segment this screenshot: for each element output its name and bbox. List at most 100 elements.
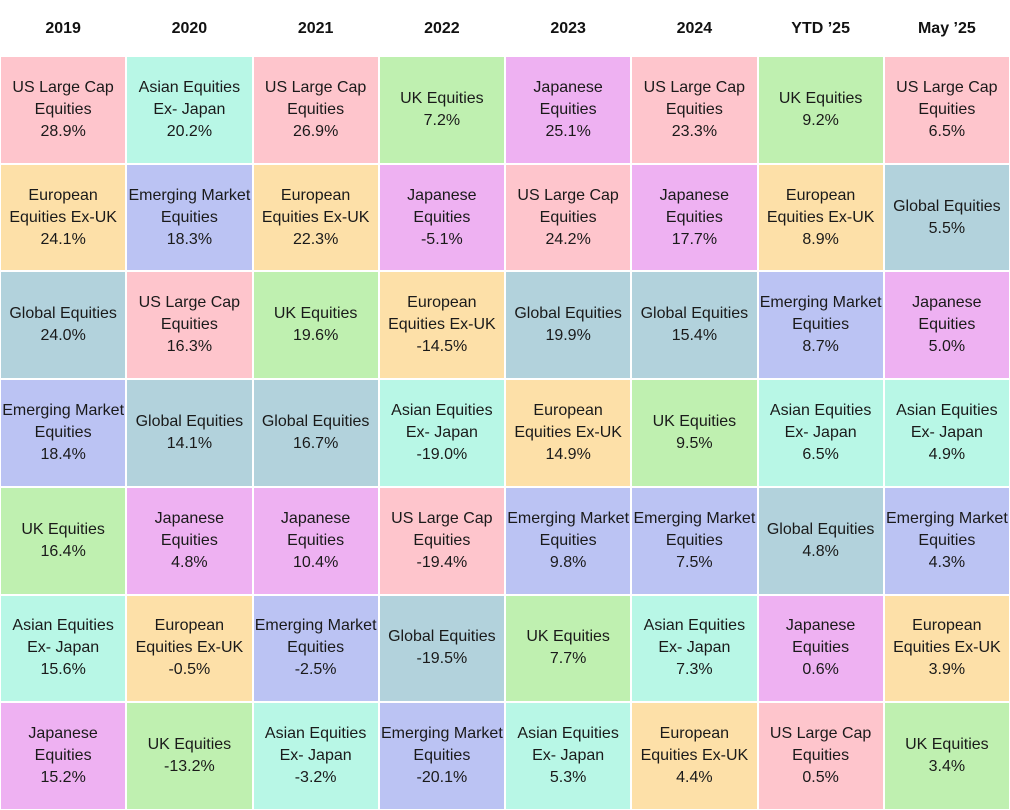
cell: Japanese Equities -5.1%: [379, 164, 504, 271]
asset-label: Emerging Market: [128, 186, 251, 204]
cell: US Large Cap Equities 6.5%: [884, 57, 1009, 163]
return-value: -19.0%: [416, 445, 468, 463]
asset-label: Asian Equities: [264, 725, 367, 743]
asset-label: Equities Ex-UK: [135, 639, 244, 657]
cell: Emerging Market Equities 18.3%: [127, 164, 252, 271]
return-value: 5.3%: [549, 769, 587, 787]
return-value: 16.7%: [292, 434, 339, 452]
return-value: -19.4%: [416, 553, 468, 571]
asset-label: European: [280, 186, 351, 204]
asset-label: Emerging Market: [507, 509, 630, 527]
cell: Japanese Equities 17.7%: [632, 164, 757, 271]
asset-label: Equities Ex-UK: [261, 208, 370, 226]
asset-label: Equities: [539, 531, 597, 549]
cell: Asian Equities Ex- Japan -3.2%: [253, 703, 378, 809]
asset-label: Equities: [34, 747, 92, 765]
return-value: 5.5%: [928, 219, 966, 237]
asset-label: US Large Cap: [769, 725, 872, 743]
asset-label: Equities: [287, 639, 345, 657]
asset-label: Equities: [918, 100, 976, 118]
asset-label: European: [659, 725, 730, 743]
return-value: 24.0%: [40, 327, 86, 345]
cell: Asian Equities Ex- Japan 20.2%: [127, 57, 252, 163]
cell: Global Equities 24.0%: [1, 272, 126, 379]
asset-label: Equities: [287, 531, 345, 549]
asset-label: Global Equities: [135, 412, 244, 430]
asset-label: Ex- Japan: [279, 747, 352, 765]
cell: UK Equities 16.4%: [1, 487, 126, 594]
cell: Emerging Market Equities 8.7%: [758, 272, 883, 379]
asset-label: Ex- Japan: [27, 639, 100, 657]
cell: UK Equities 7.2%: [379, 57, 504, 163]
cell: Asian Equities Ex- Japan 6.5%: [758, 380, 883, 486]
cell: US Large Cap Equities 16.3%: [127, 272, 252, 379]
asset-label: UK Equities: [778, 89, 863, 107]
asset-label: Global Equities: [514, 305, 622, 323]
return-value: 22.3%: [292, 230, 339, 248]
return-value: 4.9%: [928, 445, 966, 463]
return-value: 0.6%: [802, 661, 839, 679]
column-header: 2021: [297, 20, 334, 37]
return-value: -3.2%: [294, 769, 337, 787]
cell: UK Equities 19.6%: [253, 272, 378, 379]
asset-label: US Large Cap: [12, 78, 114, 96]
return-value: 7.5%: [676, 553, 713, 571]
asset-label: Equities: [539, 100, 597, 118]
asset-label: Emerging Market: [885, 509, 1008, 527]
cell: Emerging Market Equities -20.1%: [379, 703, 504, 809]
cell: Asian Equities Ex- Japan 5.3%: [506, 703, 631, 809]
cell: UK Equities 3.4%: [884, 703, 1009, 809]
return-value: -19.5%: [416, 650, 468, 668]
return-value: 17.7%: [671, 230, 718, 248]
cell: UK Equities -13.2%: [127, 703, 252, 809]
return-value: 5.0%: [928, 338, 966, 356]
asset-label: Equities Ex-UK: [640, 747, 749, 765]
cell: Japanese Equities 15.2%: [1, 703, 126, 809]
asset-label: US Large Cap: [896, 78, 998, 96]
cell: Emerging Market Equities 9.8%: [506, 487, 631, 594]
asset-label: Asian Equities: [769, 401, 872, 419]
cell: Japanese Equities 25.1%: [506, 57, 631, 163]
asset-label: Equities: [413, 531, 471, 549]
return-value: 26.9%: [292, 122, 339, 140]
cell: US Large Cap Equities 0.5%: [758, 703, 883, 809]
return-value: 28.9%: [40, 122, 86, 140]
asset-label: European: [533, 401, 603, 419]
asset-label: Japanese: [533, 78, 603, 96]
asset-label: Equities: [792, 747, 850, 765]
cell: UK Equities 7.7%: [506, 595, 631, 702]
return-value: 4.8%: [802, 542, 839, 560]
asset-label: UK Equities: [652, 412, 737, 430]
return-value: 25.1%: [545, 122, 591, 140]
asset-label: Equities Ex-UK: [766, 208, 875, 226]
asset-label: European: [407, 294, 477, 312]
return-value: 19.6%: [292, 327, 339, 345]
cell: Emerging Market Equities 18.4%: [1, 380, 126, 486]
cell: Japanese Equities 4.8%: [127, 487, 252, 594]
cell: Asian Equities Ex- Japan 4.9%: [884, 380, 1009, 486]
return-value: 23.3%: [671, 122, 718, 140]
asset-label: US Large Cap: [643, 78, 746, 96]
asset-label: European: [785, 186, 856, 204]
asset-label: Equities: [160, 316, 218, 334]
return-value: -0.5%: [168, 661, 211, 679]
asset-label: Equities: [918, 531, 976, 549]
return-value: 4.4%: [676, 769, 713, 787]
asset-label: US Large Cap: [517, 186, 619, 204]
asset-label: UK Equities: [400, 89, 484, 107]
return-value: 15.4%: [671, 327, 718, 345]
asset-label: Asian Equities: [138, 78, 241, 96]
asset-label: Equities: [160, 208, 218, 226]
cell: European Equities Ex-UK 22.3%: [253, 164, 378, 271]
asset-label: Equities: [413, 208, 471, 226]
column-header: 2020: [171, 20, 208, 37]
return-value: -13.2%: [164, 758, 215, 776]
cell: US Large Cap Equities 26.9%: [253, 57, 378, 163]
asset-label: Equities: [413, 747, 471, 765]
return-value: 24.2%: [545, 230, 591, 248]
asset-label: European: [912, 617, 982, 635]
cell: Emerging Market Equities -2.5%: [253, 595, 378, 702]
return-value: 19.9%: [545, 327, 591, 345]
return-value: 24.1%: [40, 230, 86, 248]
